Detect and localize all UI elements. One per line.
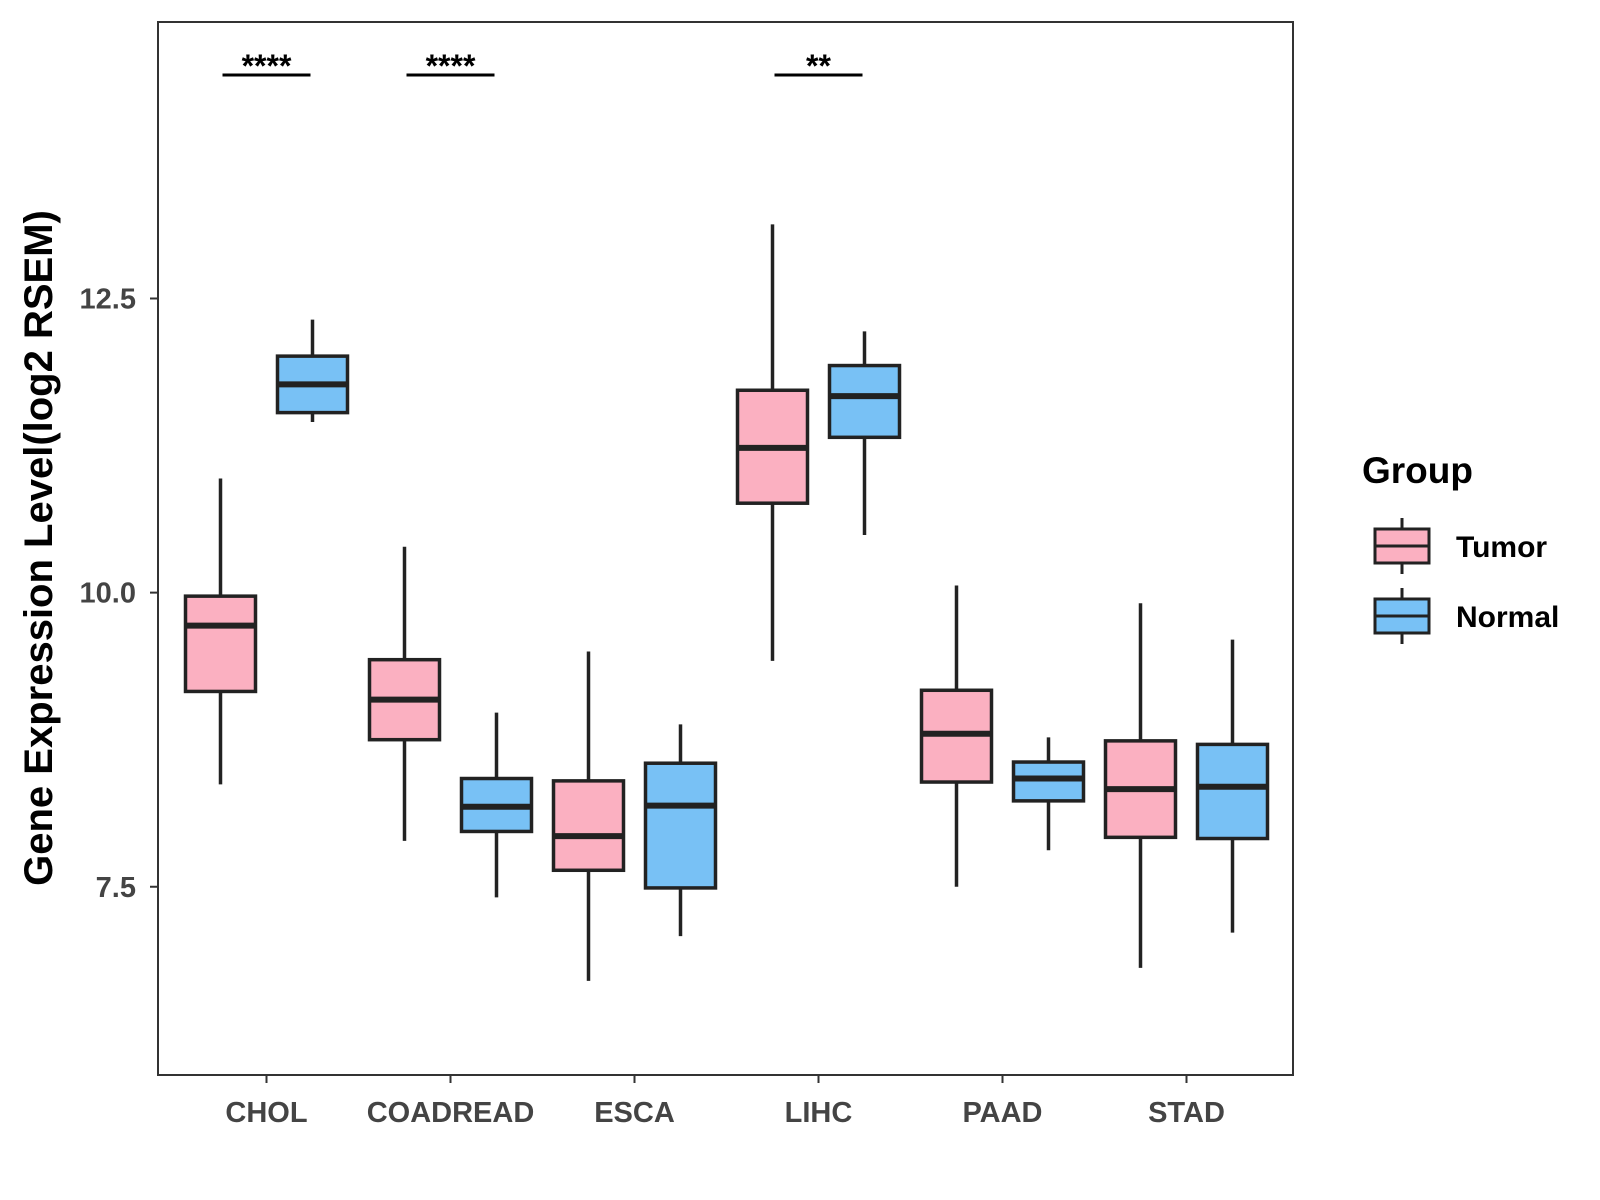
legend-label-tumor: Tumor [1456,531,1547,564]
y-tick-label: 10.0 [80,578,136,610]
chart-axes: 7.5 10.0 12.5 CHOL COADREAD ESCA LIHC PAAD STAD [80,283,1225,1129]
iqr-box-stad-normal [1195,742,1270,841]
legend-key-tumor [1373,518,1431,574]
series-tumor [183,224,1178,981]
x-tick-label-esca: ESCA [594,1097,675,1129]
x-tick-label-lihc: LIHC [785,1097,853,1129]
series-normal [275,319,1270,937]
y-axis-title: Gene Expression Level(log2 RSEM) [17,210,61,886]
y-tick-label: 7.5 [96,872,136,904]
iqr-box-esca-tumor [551,779,626,873]
box-lihc-normal [827,331,902,535]
legend-key-normal [1373,588,1431,644]
iqr-box-esca-normal [643,761,718,890]
box-paad-normal [1011,737,1086,851]
significance-label-coadread: **** [426,48,476,84]
chart-marks: **** **** ** [183,48,1270,981]
significance-label-lihc: ** [806,48,831,84]
legend-label-normal: Normal [1456,601,1559,634]
iqr-box-lihc-normal [827,363,902,440]
significance-label-chol: **** [242,48,292,84]
x-tick-label-paad: PAAD [962,1097,1042,1129]
plot-panel [157,21,1294,1076]
box-coadread-normal [459,712,534,898]
box-stad-normal [1195,639,1270,933]
box-chol-tumor [183,478,258,785]
y-tick-label: 12.5 [80,283,136,315]
iqr-box-chol-tumor [183,594,258,694]
box-lihc-tumor [735,224,810,661]
legend: Group Tumor Normal [1362,450,1559,644]
box-esca-tumor [551,651,626,981]
box-chol-normal [275,319,350,423]
legend-title: Group [1362,450,1473,491]
box-paad-tumor [919,585,994,887]
box-esca-normal [643,724,718,937]
box-stad-tumor [1103,603,1178,968]
box-coadread-tumor [367,546,442,841]
x-tick-label-stad: STAD [1148,1097,1225,1129]
x-tick-label-chol: CHOL [225,1097,307,1129]
x-tick-label-coadread: COADREAD [367,1097,535,1129]
